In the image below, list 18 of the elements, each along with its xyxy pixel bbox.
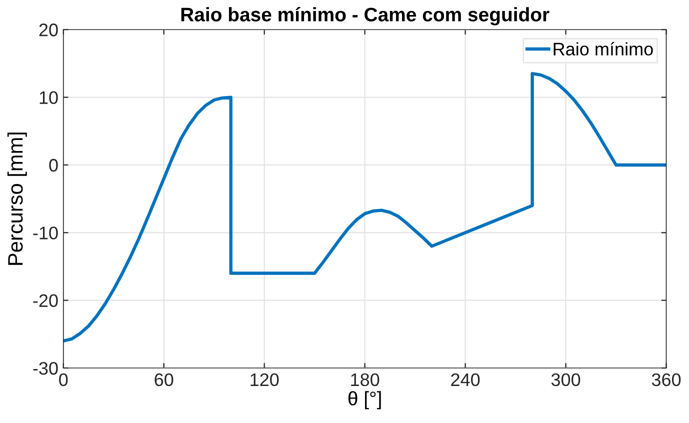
x-tick-label: 300: [551, 373, 580, 386]
x-axis-title: θ [°]: [348, 391, 381, 410]
x-tick-label: 120: [250, 373, 279, 386]
y-tick-label: -10: [33, 226, 58, 240]
x-tick-label: 60: [154, 373, 174, 386]
y-axis-title: Percurso [mm]: [7, 132, 27, 265]
x-tick-label: 0: [59, 373, 68, 386]
y-tick-label: -20: [33, 294, 58, 308]
line-series: [63, 72, 666, 343]
x-tick-label: 180: [351, 373, 380, 386]
legend-label: Raio mínimo: [554, 42, 653, 56]
y-tick-label: 10: [40, 91, 58, 104]
y-tick-label: -30: [33, 362, 58, 375]
x-tick-label: 360: [652, 373, 681, 386]
y-tick-label: 20: [39, 24, 58, 36]
chart-title: Raio base mínimo - Came com seguidor: [181, 7, 550, 26]
y-tick-label: 0: [49, 158, 58, 172]
x-tick-label: 240: [451, 373, 480, 386]
